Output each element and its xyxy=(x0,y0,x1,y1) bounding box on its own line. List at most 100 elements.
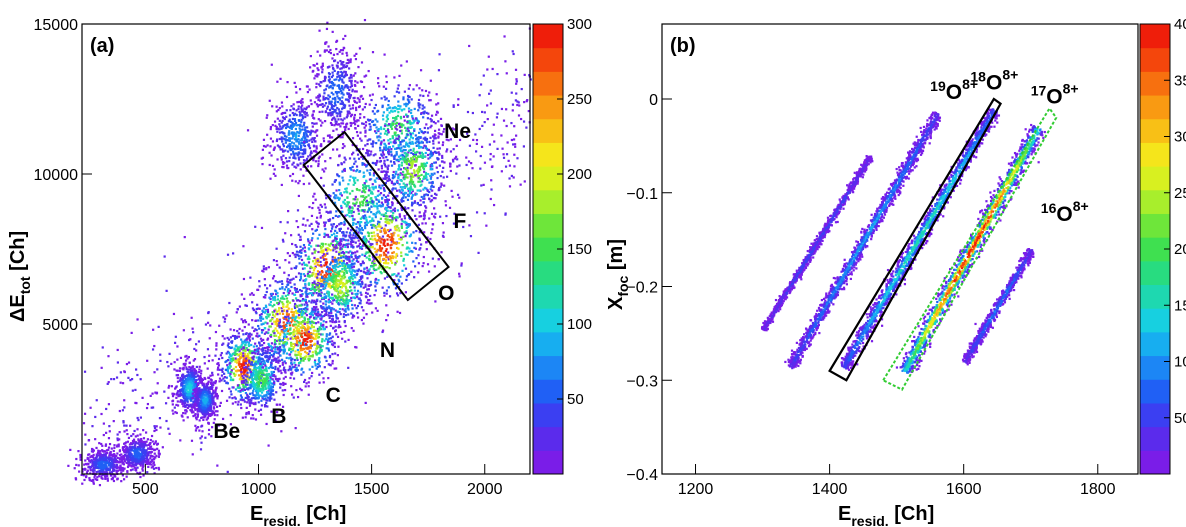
heatmap-cell xyxy=(84,443,87,446)
heatmap-cell xyxy=(262,398,266,401)
heatmap-cell xyxy=(198,429,201,432)
heatmap-cell xyxy=(510,174,513,178)
heatmap-cell xyxy=(507,159,510,162)
heatmap-cell xyxy=(395,124,398,127)
heatmap-cell xyxy=(290,351,293,354)
heatmap-cell xyxy=(223,379,226,383)
heatmap-cell xyxy=(80,473,83,476)
heatmap-cell xyxy=(324,313,327,316)
heatmap-cell xyxy=(277,361,280,364)
heatmap-cell xyxy=(331,359,334,363)
heatmap-cell xyxy=(336,274,339,278)
heatmap-cell xyxy=(334,259,337,262)
heatmap-cell xyxy=(111,465,114,468)
heatmap-cell xyxy=(215,348,218,351)
heatmap-cell xyxy=(303,267,306,270)
heatmap-cell xyxy=(266,322,269,325)
heatmap-cell xyxy=(130,331,133,334)
heatmap-cell xyxy=(332,273,335,276)
heatmap-cell xyxy=(314,322,318,325)
heatmap-cell xyxy=(207,376,211,380)
heatmap-cell xyxy=(95,466,98,469)
heatmap-cell xyxy=(265,382,268,385)
heatmap-cell xyxy=(286,252,289,255)
heatmap-cell xyxy=(315,367,318,370)
heatmap-cell xyxy=(298,350,301,354)
heatmap-cell xyxy=(317,222,320,225)
heatmap-cell xyxy=(337,265,340,268)
heatmap-cell xyxy=(258,314,262,317)
heatmap-cell xyxy=(122,421,125,424)
heatmap-cell xyxy=(308,368,311,371)
heatmap-cell xyxy=(254,328,257,331)
heatmap-cell xyxy=(183,393,186,396)
heatmap-cell xyxy=(209,407,213,411)
heatmap-cell xyxy=(191,406,194,409)
heatmap-cell xyxy=(245,332,248,335)
heatmap-cell xyxy=(176,374,180,377)
heatmap-cell xyxy=(105,459,108,462)
heatmap-cell xyxy=(506,141,509,144)
heatmap-cell xyxy=(490,188,493,191)
heatmap-cell xyxy=(338,325,341,328)
heatmap-cell xyxy=(351,307,354,310)
heatmap-cell xyxy=(243,339,246,342)
heatmap-cell xyxy=(208,354,211,357)
heatmap-cell xyxy=(279,386,282,389)
heatmap-cell xyxy=(320,306,323,309)
heatmap-cell xyxy=(250,361,253,364)
heatmap-cell xyxy=(292,299,295,302)
heatmap-cell xyxy=(301,329,304,332)
heatmap-cell xyxy=(457,272,461,275)
heatmap-cell xyxy=(193,384,197,387)
heatmap-cell xyxy=(337,272,340,275)
heatmap-cell xyxy=(229,390,232,393)
heatmap-cell xyxy=(240,293,243,296)
heatmap-cell xyxy=(237,335,241,338)
heatmap-cell xyxy=(88,453,91,456)
heatmap-cell xyxy=(294,317,297,320)
heatmap-cell xyxy=(369,271,372,275)
heatmap-cell xyxy=(292,333,296,336)
heatmap-cell xyxy=(319,347,322,350)
heatmap-cell xyxy=(138,448,141,451)
heatmap-cell xyxy=(323,203,326,206)
heatmap-cell xyxy=(155,428,158,432)
heatmap-cell xyxy=(386,314,390,317)
heatmap-cell xyxy=(248,337,251,340)
heatmap-cell xyxy=(265,401,268,404)
heatmap-cell xyxy=(386,170,389,173)
heatmap-cell xyxy=(265,331,268,334)
heatmap-cell xyxy=(110,462,113,466)
heatmap-cell xyxy=(254,310,257,313)
heatmap-cell xyxy=(299,387,302,390)
heatmap-cell xyxy=(294,243,297,247)
heatmap-cell xyxy=(435,166,438,169)
heatmap-cell xyxy=(116,464,119,467)
heatmap-cell xyxy=(339,281,343,284)
heatmap-cell xyxy=(92,481,95,484)
heatmap-cell xyxy=(214,382,217,385)
heatmap-cell xyxy=(254,366,257,369)
heatmap-cell xyxy=(513,165,516,168)
heatmap-cell xyxy=(121,457,125,460)
heatmap-cell xyxy=(519,183,522,186)
heatmap-cell xyxy=(318,359,321,362)
heatmap-cell xyxy=(235,344,238,347)
heatmap-cell xyxy=(362,270,365,273)
heatmap-cell xyxy=(134,468,137,471)
heatmap-cell xyxy=(174,411,177,414)
heatmap-cell xyxy=(271,277,275,280)
heatmap-cell xyxy=(322,283,325,286)
heatmap-cell xyxy=(184,389,187,392)
heatmap-cell xyxy=(253,308,256,311)
heatmap-cell xyxy=(218,380,221,383)
heatmap-cell xyxy=(517,114,521,117)
heatmap-cell xyxy=(441,143,444,147)
heatmap-cell xyxy=(249,387,252,390)
heatmap-cell xyxy=(253,370,256,373)
heatmap-cell xyxy=(444,204,448,207)
heatmap-cell xyxy=(321,296,324,300)
heatmap-cell xyxy=(288,324,292,327)
heatmap-cell xyxy=(139,475,142,479)
